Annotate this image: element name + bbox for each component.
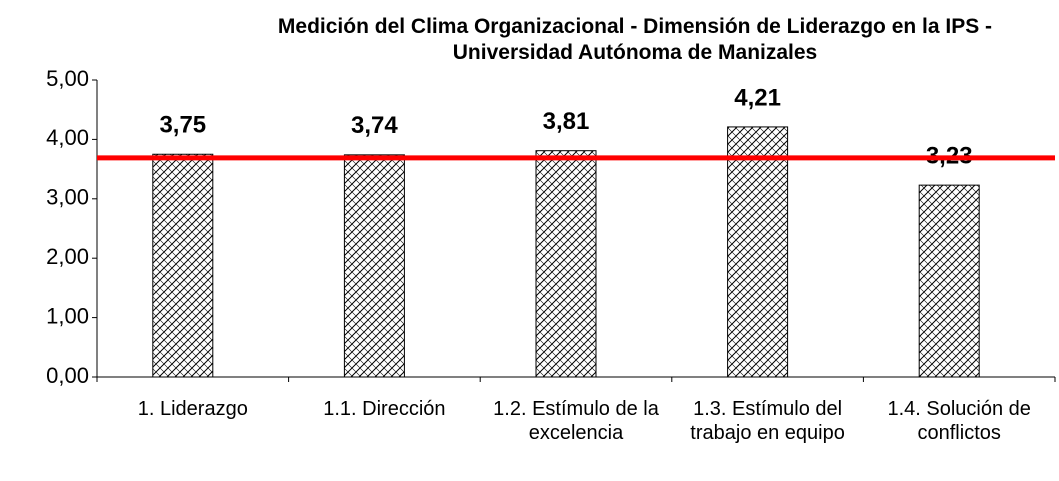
- data-label: 3,81: [543, 108, 590, 135]
- y-tick-label: 1,00: [46, 303, 89, 328]
- x-tick-label: 1.2. Estímulo de la excelencia: [493, 398, 659, 444]
- data-label: 3,74: [351, 112, 398, 139]
- x-tick-label: 1.1. Dirección: [323, 398, 446, 420]
- y-tick-label: 5,00: [46, 66, 89, 91]
- y-tick-label: 4,00: [46, 125, 89, 150]
- x-tick-label: 1. Liderazgo: [137, 398, 248, 420]
- y-tick-label: 0,00: [46, 363, 89, 388]
- y-tick-label: 3,00: [46, 185, 89, 210]
- data-label: 3,75: [159, 112, 206, 139]
- x-tick-label: 1.3. Estímulo del trabajo en equipo: [690, 398, 845, 444]
- bar: [918, 184, 980, 378]
- data-label: 4,21: [734, 84, 781, 111]
- bar: [535, 150, 597, 378]
- bar: [727, 126, 789, 378]
- chart-title: Medición del Clima Organizacional - Dime…: [277, 15, 993, 64]
- bar: [343, 154, 405, 378]
- x-tick-label: 1.4. Solución de conflictos: [887, 398, 1031, 444]
- bar: [152, 153, 214, 378]
- y-tick-label: 2,00: [46, 244, 89, 269]
